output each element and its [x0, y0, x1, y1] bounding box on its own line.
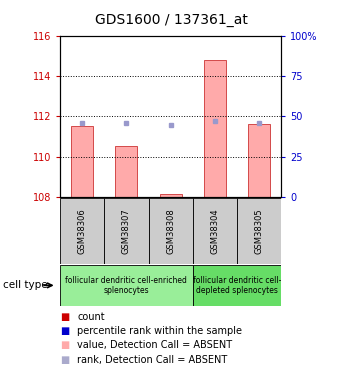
- Text: count: count: [77, 312, 105, 322]
- Text: ■: ■: [60, 312, 69, 322]
- Text: ■: ■: [60, 326, 69, 336]
- Text: GSM38306: GSM38306: [78, 208, 87, 254]
- Text: ■: ■: [60, 340, 69, 350]
- Text: follicular dendritic cell-enriched
splenocytes: follicular dendritic cell-enriched splen…: [66, 276, 187, 295]
- Bar: [193, 265, 281, 306]
- Text: GDS1600 / 137361_at: GDS1600 / 137361_at: [95, 13, 248, 27]
- Bar: [104, 198, 149, 264]
- Text: GSM38304: GSM38304: [210, 208, 220, 254]
- Bar: [60, 265, 193, 306]
- Bar: [60, 198, 104, 264]
- Bar: [237, 198, 281, 264]
- Text: follicular dendritic cell-
depleted splenocytes: follicular dendritic cell- depleted sple…: [193, 276, 281, 295]
- Text: ■: ■: [60, 355, 69, 364]
- Bar: [159, 194, 182, 197]
- Text: cell type: cell type: [3, 280, 48, 290]
- Bar: [149, 198, 193, 264]
- Bar: [193, 198, 237, 264]
- Text: GSM38305: GSM38305: [255, 208, 264, 254]
- Text: GSM38308: GSM38308: [166, 208, 175, 254]
- Text: rank, Detection Call = ABSENT: rank, Detection Call = ABSENT: [77, 355, 227, 364]
- Text: value, Detection Call = ABSENT: value, Detection Call = ABSENT: [77, 340, 232, 350]
- Bar: [71, 126, 93, 197]
- Text: GSM38307: GSM38307: [122, 208, 131, 254]
- Bar: [248, 124, 270, 197]
- Bar: [115, 147, 138, 197]
- Bar: [204, 60, 226, 197]
- Text: percentile rank within the sample: percentile rank within the sample: [77, 326, 242, 336]
